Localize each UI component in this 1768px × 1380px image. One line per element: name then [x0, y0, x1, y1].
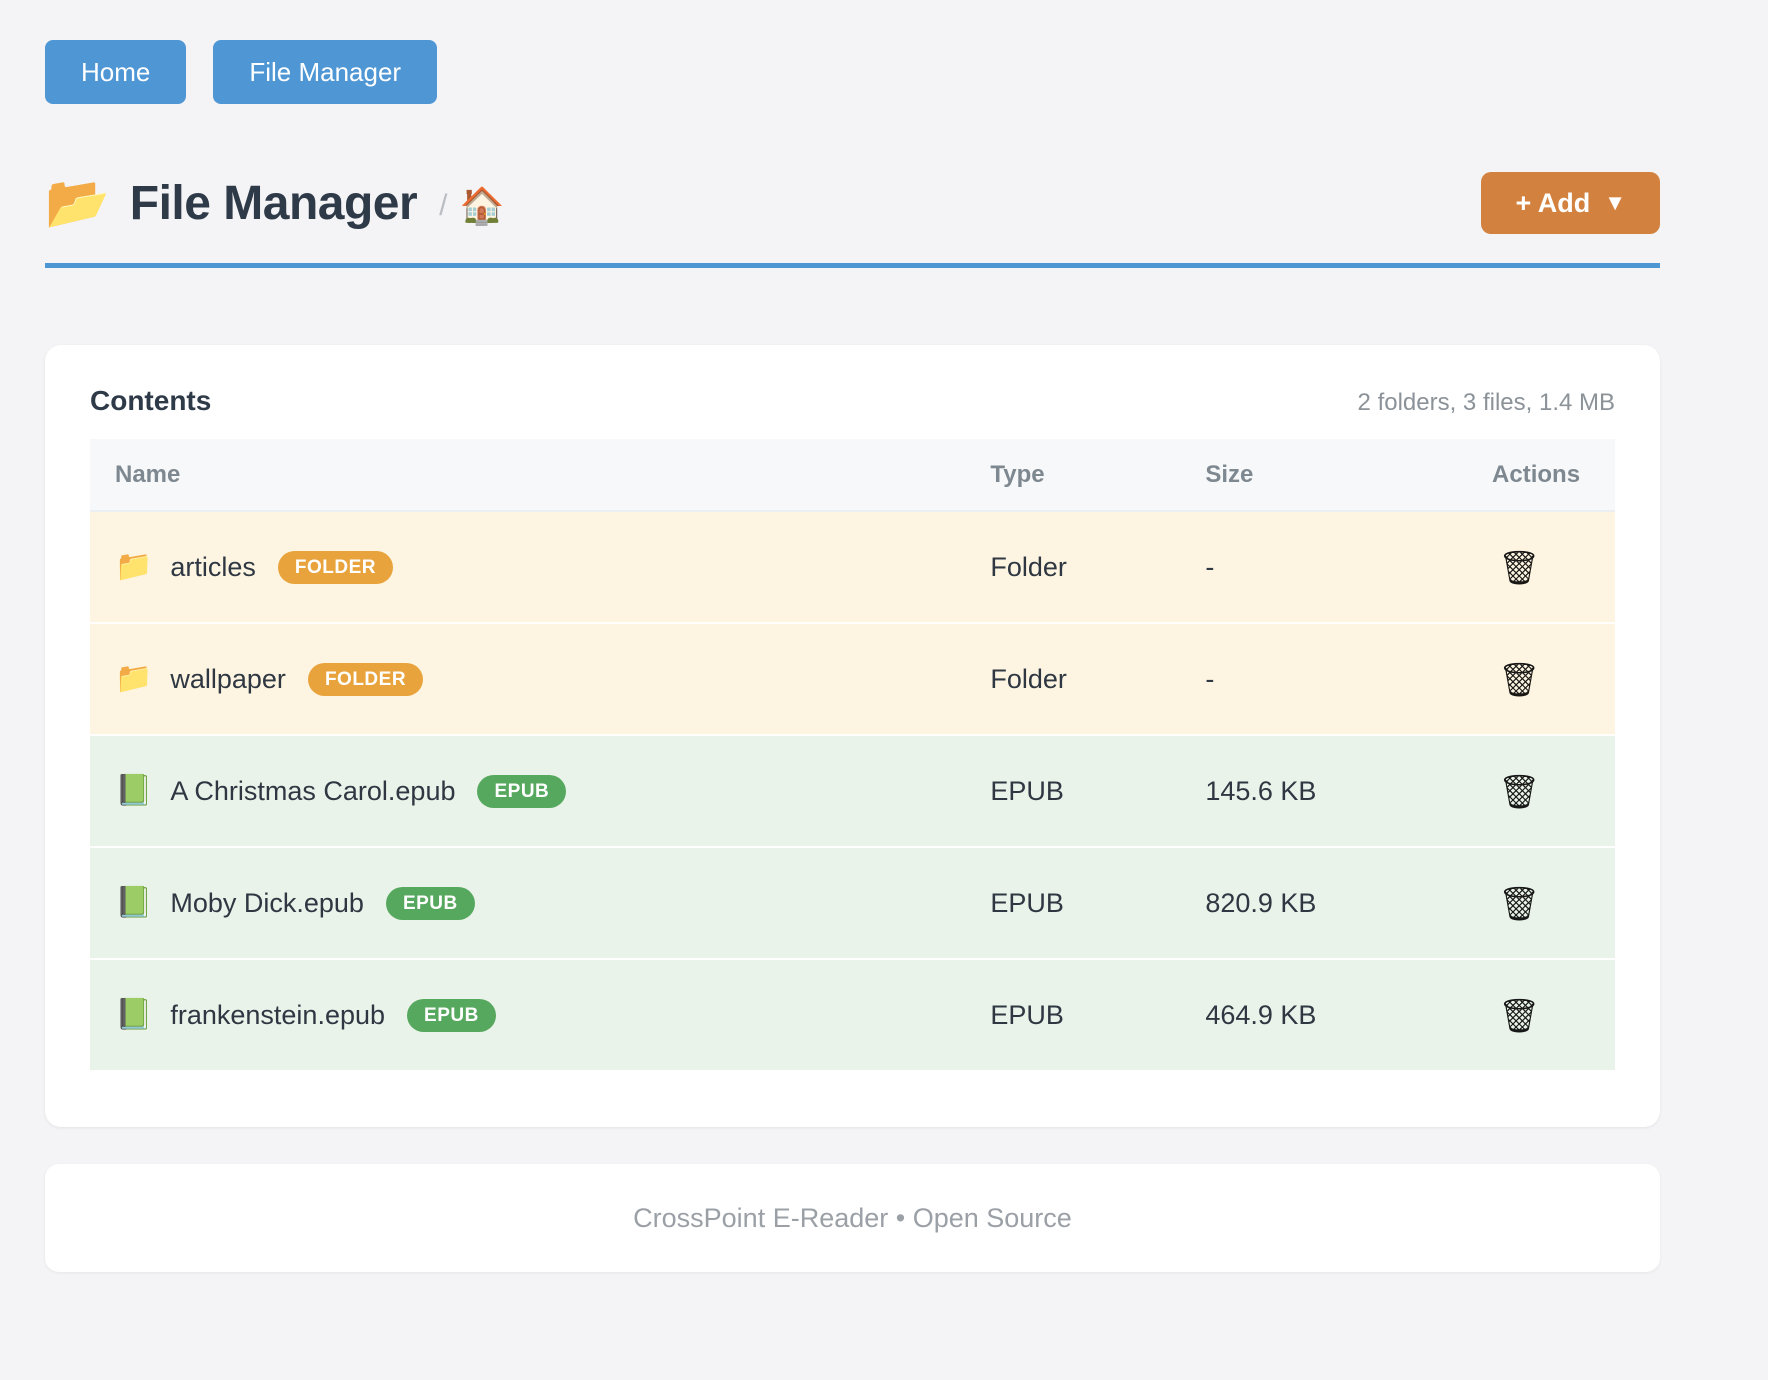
folder-icon: 📁: [115, 662, 153, 695]
delete-button[interactable]: 🗑: [1492, 659, 1546, 700]
type-cell: EPUB: [990, 999, 1064, 1030]
table-header-row: Name Type Size Actions: [90, 439, 1615, 512]
delete-button[interactable]: 🗑: [1492, 771, 1546, 812]
contents-title: Contents: [90, 385, 212, 416]
type-badge: FOLDER: [277, 550, 393, 584]
delete-button[interactable]: 🗑: [1492, 995, 1546, 1036]
nav-button-file-manager[interactable]: File Manager: [213, 40, 438, 104]
breadcrumb-separator: /: [439, 189, 448, 222]
type-badge: EPUB: [385, 886, 475, 920]
home-icon[interactable]: 🏠: [459, 185, 505, 226]
book-icon: 📗: [115, 998, 153, 1031]
size-cell: 820.9 KB: [1205, 887, 1317, 918]
file-name-link[interactable]: A Christmas Carol.epub: [170, 775, 456, 806]
file-name-link[interactable]: articles: [170, 551, 256, 582]
type-cell: Folder: [990, 551, 1067, 582]
footer: CrossPoint E-Reader • Open Source: [45, 1164, 1660, 1272]
type-badge: FOLDER: [307, 662, 424, 696]
title-divider: [45, 263, 1660, 268]
file-table: Name Type Size Actions 📁 articles FOLDER…: [90, 439, 1615, 1072]
size-cell: 145.6 KB: [1205, 775, 1317, 806]
top-nav: Home File Manager: [45, 0, 1660, 104]
table-row[interactable]: 📗 frankenstein.epub EPUB EPUB 464.9 KB 🗑: [90, 960, 1615, 1072]
contents-card-header: Contents 2 folders, 3 files, 1.4 MB: [90, 385, 1615, 417]
table-row[interactable]: 📁 wallpaper FOLDER Folder - 🗑: [90, 624, 1615, 736]
add-button[interactable]: + Add ▼: [1481, 172, 1660, 234]
delete-button[interactable]: 🗑: [1492, 883, 1546, 924]
type-badge: EPUB: [407, 998, 496, 1032]
column-header-actions: Actions: [1492, 460, 1581, 488]
size-cell: -: [1205, 551, 1215, 582]
nav-button-home[interactable]: Home: [45, 40, 187, 104]
folder-icon: 📂: [45, 174, 110, 232]
title-wrap: 📂 File Manager / 🏠: [45, 176, 504, 231]
size-cell: 464.9 KB: [1205, 999, 1317, 1030]
page-container: Home File Manager 📂 File Manager / 🏠 + A…: [45, 0, 1660, 1272]
table-row[interactable]: 📗 Moby Dick.epub EPUB EPUB 820.9 KB 🗑: [90, 848, 1615, 960]
file-name-link[interactable]: wallpaper: [170, 663, 286, 694]
table-row[interactable]: 📁 articles FOLDER Folder - 🗑: [90, 512, 1615, 624]
contents-card: Contents 2 folders, 3 files, 1.4 MB Name…: [45, 345, 1660, 1127]
delete-button[interactable]: 🗑: [1492, 547, 1546, 588]
column-header-type: Type: [990, 460, 1045, 488]
type-cell: EPUB: [990, 775, 1064, 806]
file-name-link[interactable]: frankenstein.epub: [170, 999, 386, 1030]
page-header: 📂 File Manager / 🏠 + Add ▼: [45, 172, 1660, 234]
type-cell: EPUB: [990, 887, 1064, 918]
column-header-size: Size: [1205, 460, 1254, 488]
book-icon: 📗: [115, 886, 153, 919]
table-row[interactable]: 📗 A Christmas Carol.epub EPUB EPUB 145.6…: [90, 736, 1615, 848]
book-icon: 📗: [115, 774, 153, 807]
type-badge: EPUB: [477, 774, 567, 808]
chevron-down-icon: ▼: [1604, 190, 1626, 215]
folder-icon: 📁: [115, 550, 153, 583]
file-name-link[interactable]: Moby Dick.epub: [170, 887, 364, 918]
contents-summary: 2 folders, 3 files, 1.4 MB: [1357, 389, 1615, 416]
type-cell: Folder: [990, 663, 1067, 694]
size-cell: -: [1205, 663, 1215, 694]
column-header-name: Name: [115, 460, 181, 488]
page-title: File Manager: [129, 176, 418, 230]
footer-text: CrossPoint E-Reader • Open Source: [633, 1202, 1072, 1233]
add-button-label: + Add: [1515, 187, 1591, 218]
